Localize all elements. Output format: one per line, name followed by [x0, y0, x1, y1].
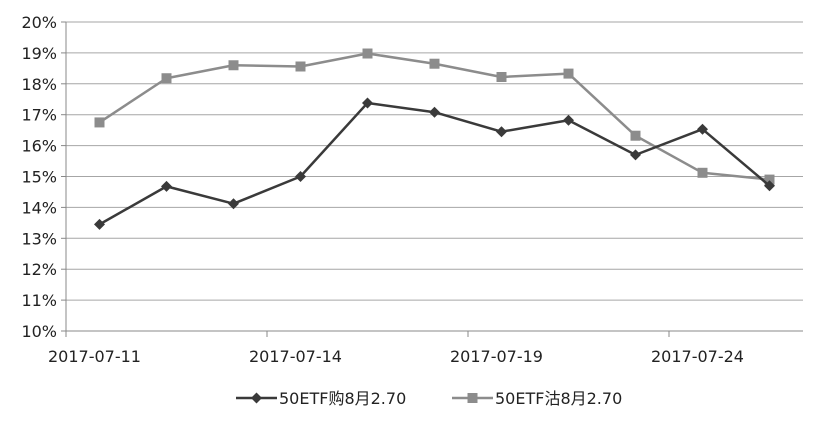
series-2 [94, 48, 775, 185]
y-tick-label: 17% [21, 106, 57, 125]
y-tick-label: 10% [21, 322, 57, 341]
data-point [362, 97, 373, 109]
data-point [295, 171, 306, 182]
legend: 50ETF购8月2.70 50ETF沽8月2.70 [236, 389, 622, 408]
gridlines [66, 21, 803, 301]
data-point [764, 174, 775, 185]
y-tick-label: 20% [21, 13, 57, 32]
data-point [362, 48, 373, 59]
data-point [496, 72, 507, 83]
legend-swatch-marker [467, 393, 478, 403]
x-tick-label: 2017-07-11 [48, 347, 141, 366]
series-lines [94, 48, 775, 230]
data-point [630, 149, 641, 161]
data-point [630, 130, 641, 141]
axes: 10% 11% 12% 13% 14% 15% 16% 17% 18% 19% 20% 2017-07… [21, 13, 803, 366]
y-tick-label: 13% [21, 229, 57, 248]
data-point [563, 114, 574, 126]
series-line [98, 101, 771, 226]
y-tick-label: 14% [21, 198, 57, 217]
legend-label: 50ETF沽8月2.70 [495, 389, 622, 408]
data-point [161, 73, 172, 84]
legend-item: 50ETF沽8月2.70 [452, 389, 622, 408]
y-tick-label: 11% [21, 291, 57, 310]
x-tick-label: 2017-07-24 [651, 347, 744, 366]
data-point [429, 58, 440, 69]
data-point [429, 106, 440, 118]
data-point [697, 123, 708, 135]
data-point [161, 180, 172, 192]
y-tick-label: 19% [21, 44, 57, 63]
y-tick-label: 15% [21, 168, 57, 187]
x-tick-label: 2017-07-19 [450, 347, 543, 366]
data-point [94, 117, 105, 128]
data-point [697, 167, 708, 178]
y-tick-label: 18% [21, 75, 57, 94]
data-point [496, 126, 507, 138]
data-point [228, 60, 239, 71]
data-point [563, 68, 574, 79]
x-tick-label: 2017-07-14 [249, 347, 342, 366]
series-1 [94, 97, 775, 230]
y-tick-label: 12% [21, 260, 57, 279]
legend-label: 50ETF购8月2.70 [279, 389, 406, 408]
data-point [228, 198, 239, 210]
data-point [764, 180, 775, 192]
y-tick-label: 16% [21, 137, 57, 156]
legend-swatch-marker [251, 392, 262, 404]
legend-item: 50ETF购8月2.70 [236, 389, 406, 408]
data-point [94, 218, 105, 230]
data-point [295, 61, 306, 72]
